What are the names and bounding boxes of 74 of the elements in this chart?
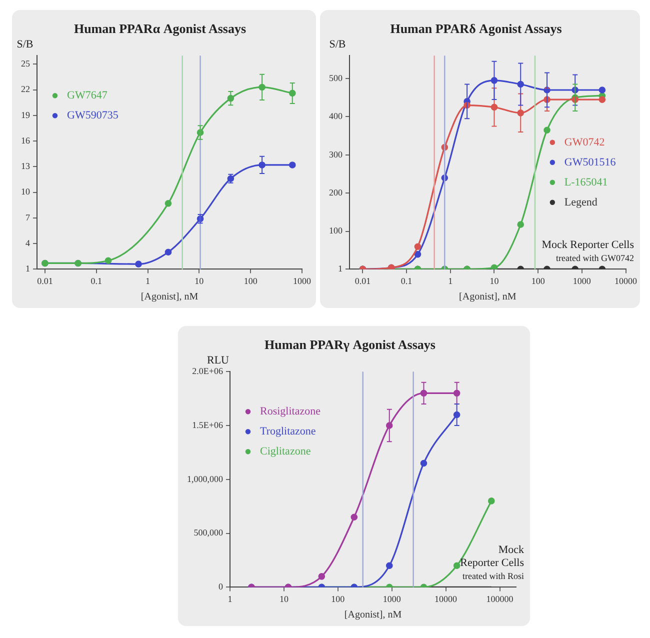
- x-tick-label: 0.01: [37, 276, 53, 286]
- y-tick-label: 100: [329, 226, 343, 236]
- y-axis-title: RLU: [207, 354, 230, 367]
- y-tick-label: 10: [21, 186, 30, 197]
- y-tick-label: 1.5E+06: [192, 420, 224, 430]
- y-tick-label: 300: [329, 149, 343, 160]
- x-axis-title: [Agonist], nM: [344, 610, 402, 621]
- point: [420, 460, 428, 467]
- y-tick-label: 22: [21, 84, 30, 94]
- y-tick-label: 500,000: [194, 528, 224, 538]
- annotation: Reporter Cells: [460, 557, 524, 570]
- x-tick-label: 0.01: [354, 276, 371, 286]
- legend-label: L-165041: [564, 176, 608, 188]
- chart-title: Human PPARδ Agonist Assays: [390, 21, 562, 36]
- point: [488, 498, 495, 504]
- point: [517, 221, 524, 228]
- x-tick-label: 100: [531, 276, 546, 286]
- point: [288, 162, 296, 168]
- x-tick-label: 1000: [382, 594, 402, 604]
- legend-label: Troglitazone: [260, 425, 316, 438]
- point: [598, 86, 606, 94]
- y-tick-label: 16: [21, 135, 30, 146]
- annotation: treated with GW0742: [556, 253, 634, 264]
- x-axis-title: [Agonist], nM: [140, 292, 198, 303]
- x-tick-label: 100: [244, 276, 258, 286]
- y-axis-title: S/B: [16, 38, 34, 51]
- x-tick-label: 1: [228, 594, 232, 604]
- x-tick-label: 0.1: [400, 276, 412, 286]
- y-tick-label: 200: [329, 188, 343, 198]
- point: [598, 96, 606, 103]
- y-axis-title: S/B: [329, 38, 346, 51]
- annotation: Mock Reporter Cells: [542, 239, 634, 252]
- legend-label: GW501516: [564, 156, 616, 168]
- x-tick-label: 10000: [614, 276, 638, 286]
- point: [135, 260, 142, 268]
- point: [164, 200, 172, 207]
- x-tick-label: 10: [490, 276, 500, 286]
- chart-title: Human PPARα Agonist Assays: [74, 21, 246, 36]
- legend-label: Rosiglitazone: [260, 405, 321, 418]
- x-tick-label: 1: [146, 276, 150, 286]
- x-tick-label: 0.1: [90, 276, 102, 286]
- legend-label: GW0742: [564, 136, 605, 148]
- y-tick-label: 500: [329, 72, 343, 83]
- x-tick-label: 10000: [434, 594, 458, 604]
- x-tick-label: 1: [448, 276, 453, 286]
- y-tick-label: 1: [26, 264, 30, 274]
- x-tick-label: 100000: [486, 594, 514, 604]
- point: [318, 573, 326, 580]
- annotation: Mock: [498, 544, 524, 556]
- point: [350, 514, 358, 521]
- y-tick-label: 13: [21, 161, 30, 172]
- legend-label: Legend: [564, 196, 598, 208]
- point: [453, 562, 460, 570]
- y-tick-label: 400: [329, 111, 343, 122]
- point: [386, 562, 393, 570]
- chart-title: Human PPARγ Agonist Assays: [264, 337, 436, 352]
- legend-label: Ciglitazone: [260, 445, 311, 458]
- y-tick-label: 19: [21, 110, 30, 120]
- x-tick-label: 10: [279, 594, 289, 604]
- x-axis-title: [Agonist], nM: [459, 292, 516, 303]
- y-tick-label: 1,000,000: [187, 474, 224, 484]
- y-tick-label: 7: [26, 212, 30, 222]
- x-tick-label: 1000: [572, 276, 592, 286]
- y-tick-label: 4: [26, 238, 30, 248]
- legend-label: GW590735: [67, 109, 119, 122]
- x-tick-label: 1000: [293, 276, 312, 286]
- y-tick-label: 2.0E+06: [192, 366, 224, 376]
- point: [544, 126, 550, 134]
- point: [164, 248, 172, 256]
- annotation: treated with Rosi: [462, 571, 524, 582]
- y-tick-label: 0: [218, 582, 224, 592]
- y-tick-label: 1: [338, 264, 342, 274]
- y-tick-label: 25: [21, 58, 30, 69]
- legend-label: GW7647: [67, 89, 108, 102]
